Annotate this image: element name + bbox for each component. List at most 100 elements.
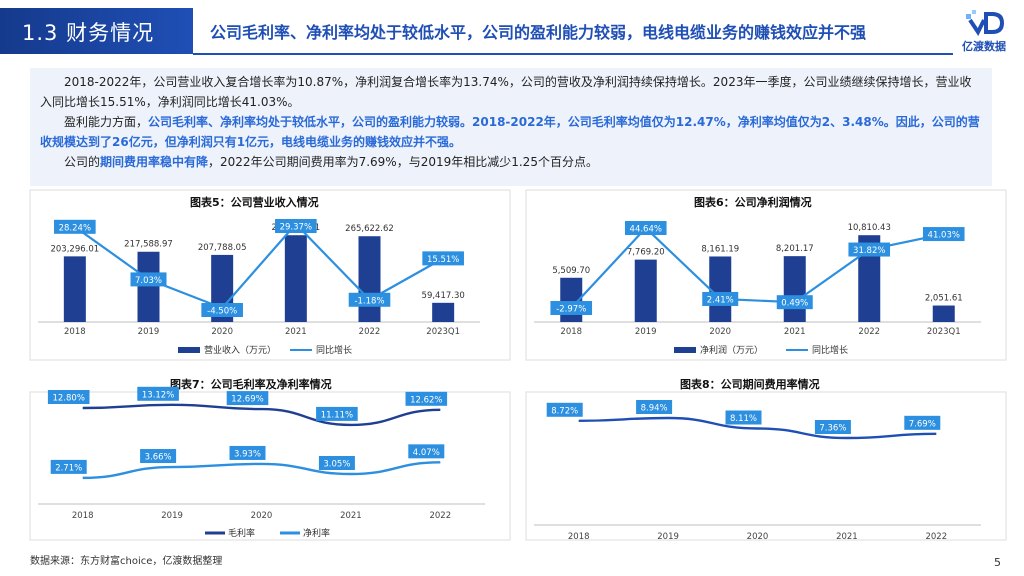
- legend-label: 毛利率: [228, 527, 255, 539]
- x-tick-label: 2019: [138, 327, 160, 337]
- legend-line-label: 同比增长: [812, 344, 848, 356]
- series-line-0: [82, 403, 441, 427]
- growth-label: 2.41%: [707, 295, 734, 305]
- data-source: 数据来源：东方财富choice，亿渡数据整理: [30, 556, 223, 567]
- bar: [137, 251, 160, 322]
- series-point-label: 8.72%: [551, 406, 578, 416]
- bar-value-label: 7,769.20: [627, 248, 665, 258]
- growth-label: 29.37%: [280, 223, 312, 233]
- chart-expense-rate: 2018 2019 2020 2021 2022 8.72% 8.94% 8.11% 7.36%…: [525, 391, 1007, 542]
- series-point-label: 3.66%: [145, 453, 172, 463]
- series-point-label-box: [47, 390, 90, 404]
- growth-label: 28.24%: [59, 223, 91, 233]
- chart8-title: 图表8：公司期间费用率情况: [680, 378, 820, 391]
- x-tick-label: 2020: [747, 532, 769, 542]
- bar: [358, 236, 381, 322]
- bar-value-label: 10,810.43: [848, 223, 891, 233]
- chart-frame: [525, 189, 1007, 361]
- bar: [783, 256, 806, 322]
- growth-label: 7.03%: [135, 276, 162, 286]
- growth-label-box: [130, 272, 167, 287]
- chart-frame: [29, 189, 511, 361]
- bar: [634, 259, 657, 322]
- series-point-label-box: [226, 391, 269, 406]
- x-tick-label: 2023Q1: [927, 327, 961, 337]
- series-point-label: 12.80%: [52, 394, 84, 404]
- chart7-title: 图表7：公司毛利率及净利率情况: [170, 378, 332, 391]
- section-box: 1.3 财务情况: [0, 8, 193, 54]
- x-tick-label: 2018: [72, 511, 94, 521]
- section-title: 1.3 财务情况: [22, 21, 155, 45]
- growth-label-box: [776, 295, 813, 310]
- series-line-0: [578, 416, 937, 440]
- yd-logo-icon: [966, 10, 1005, 36]
- legend-bar-label: 净利润（万元）: [700, 344, 763, 356]
- bar: [432, 302, 455, 322]
- x-tick-label: 2020: [709, 327, 731, 337]
- series-point-label: 13.12%: [142, 390, 174, 400]
- legend-line-label: 同比增长: [316, 344, 352, 356]
- series-point-label: 12.69%: [231, 395, 263, 405]
- growth-label-box: [624, 221, 667, 235]
- legend-bar-swatch: [674, 347, 696, 353]
- x-tick-label: 2022: [858, 327, 880, 337]
- bar: [932, 305, 955, 322]
- chart-frame: [525, 391, 1007, 541]
- summary-p2-highlight: 公司毛利率、净利率均处于较低水平，公司的盈利能力较弱。2018-2022年，公司…: [40, 115, 980, 149]
- growth-label: 31.82%: [853, 246, 885, 256]
- x-tick-label: 2022: [359, 327, 381, 337]
- summary-p3-prefix: 公司的: [64, 155, 101, 169]
- chart5-title: 图表5：公司营业收入情况: [190, 196, 319, 209]
- logo-text: 亿渡数据: [962, 40, 1006, 53]
- bar-value-label: 59,417.30: [422, 291, 465, 301]
- x-tick-label: 2019: [635, 327, 657, 337]
- series-point-label: 8.11%: [730, 414, 757, 424]
- summary-p3-suffix: ，2022年公司期间费用率为7.69%，与2019年相比减少1.25个百分点。: [208, 155, 598, 169]
- series-point-label-box: [546, 402, 583, 417]
- series-point-label: 3.93%: [234, 449, 261, 459]
- growth-label-box: [422, 251, 464, 266]
- x-tick-label: 2022: [925, 532, 947, 542]
- growth-label-box: [348, 292, 391, 307]
- bar-value-label: 265,622.62: [345, 224, 394, 234]
- series-point-label-box: [405, 391, 448, 406]
- x-tick-label: 2018: [568, 532, 590, 542]
- bar: [63, 256, 86, 322]
- summary-paragraph-2: 盈利能力方面，公司毛利率、净利率均处于较低水平，公司的盈利能力较弱。2018-2…: [40, 112, 982, 152]
- growth-label: -1.18%: [354, 296, 384, 306]
- summary-paragraph-1: 2018-2022年，公司营业收入复合增长率为10.87%，净利润复合增长率为1…: [40, 75, 972, 109]
- series-point-label: 2.71%: [55, 463, 82, 473]
- series-point-label: 7.69%: [909, 419, 936, 429]
- series-point-label-box: [140, 449, 177, 464]
- bar-value-label: 5,509.70: [552, 266, 590, 276]
- bar-value-label: 203,296.01: [50, 244, 99, 254]
- series-point-label-box: [725, 410, 762, 425]
- bar-value-label: 8,161.19: [701, 244, 739, 254]
- growth-label-box: [275, 219, 317, 233]
- x-tick-label: 2019: [657, 532, 679, 542]
- x-tick-label: 2019: [161, 511, 183, 521]
- x-tick-label: 2018: [560, 327, 582, 337]
- chart-margins: 2018 2019 2020 2021 2022 12.80% 13.12% 12.69% 11…: [29, 386, 511, 541]
- series-point-label: 11.11%: [321, 410, 353, 420]
- growth-label-box: [848, 242, 891, 257]
- series-point-label-box: [50, 459, 87, 474]
- summary-paragraph-3: 公司的期间费用率稳中有降，2022年公司期间费用率为7.69%，与2019年相比…: [40, 152, 982, 172]
- summary-p2-prefix: 盈利能力方面，: [64, 115, 149, 129]
- series-point-label-box: [408, 444, 445, 459]
- growth-label-box: [922, 227, 965, 242]
- growth-label: 0.49%: [781, 299, 808, 309]
- growth-label: -4.50%: [207, 307, 237, 317]
- growth-label: 15.51%: [427, 255, 459, 265]
- growth-label: 44.64%: [630, 225, 662, 235]
- bar: [858, 235, 881, 322]
- growth-label: 41.03%: [928, 231, 960, 241]
- series-point-label-box: [904, 415, 941, 430]
- logo: 亿渡数据: [954, 8, 1014, 54]
- series-point-label: 8.94%: [641, 404, 668, 414]
- x-tick-label: 2023Q1: [426, 327, 460, 337]
- growth-label: -2.97%: [556, 305, 586, 315]
- x-tick-label: 2021: [836, 532, 858, 542]
- bar: [284, 235, 307, 322]
- chart-net-profit: 5,509.70 2018 7,769.20 2019 8,161.19 2020 8,20…: [525, 189, 1007, 361]
